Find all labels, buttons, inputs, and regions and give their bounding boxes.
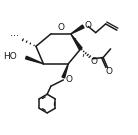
Text: O: O	[90, 57, 97, 66]
Text: O: O	[65, 75, 72, 84]
Polygon shape	[26, 56, 43, 64]
Polygon shape	[71, 25, 84, 34]
Polygon shape	[71, 34, 82, 50]
Text: O: O	[106, 67, 113, 76]
Polygon shape	[62, 64, 68, 78]
Text: ···: ···	[10, 31, 19, 41]
Text: O: O	[84, 21, 91, 30]
Text: HO: HO	[4, 52, 17, 61]
Text: O: O	[57, 23, 64, 32]
Text: ,: ,	[74, 32, 77, 42]
Text: ,: ,	[81, 48, 84, 58]
